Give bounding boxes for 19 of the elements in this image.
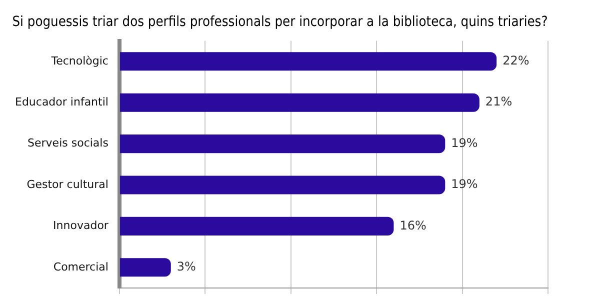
chart-title: Si poguessis triar dos perfils professionals per incorporar a la biblioteca, quins triaries? bbox=[12, 14, 548, 30]
data-label: 19% bbox=[451, 136, 478, 150]
data-label: 3% bbox=[176, 260, 196, 274]
y-tick-label: Gestor cultural bbox=[26, 178, 108, 191]
y-tick-label: Educador infantil bbox=[14, 95, 108, 108]
bar bbox=[120, 258, 171, 277]
bar bbox=[120, 176, 446, 194]
y-tick-label: Innovador bbox=[53, 219, 109, 232]
y-tick-label: Comercial bbox=[53, 260, 108, 274]
bar bbox=[120, 52, 497, 71]
data-label: 22% bbox=[502, 54, 530, 68]
bar bbox=[120, 93, 480, 112]
data-label: 16% bbox=[400, 218, 426, 232]
bar bbox=[120, 134, 446, 154]
data-label: 21% bbox=[485, 94, 512, 109]
y-tick-label: Tecnològic bbox=[50, 54, 108, 68]
y-tick-label: Serveis socials bbox=[28, 136, 109, 150]
data-label: 19% bbox=[451, 177, 478, 192]
bar bbox=[120, 216, 394, 236]
